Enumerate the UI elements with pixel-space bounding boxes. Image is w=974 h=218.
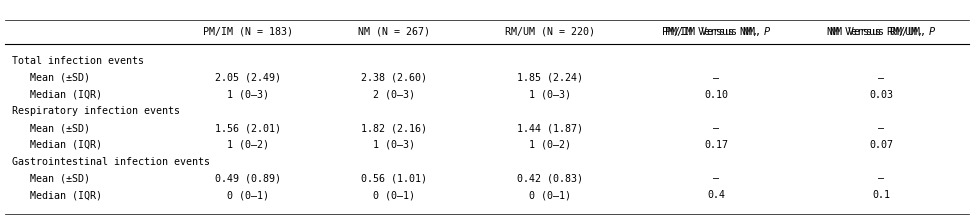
Text: —: — <box>713 73 719 83</box>
Text: PM/IM Versus NM,: PM/IM Versus NM, <box>665 27 767 37</box>
Text: Median (IQR): Median (IQR) <box>12 140 101 150</box>
Text: Mean (±SD): Mean (±SD) <box>12 174 90 184</box>
Text: PM/IM (N = 183): PM/IM (N = 183) <box>204 27 293 37</box>
Text: 0 (0–1): 0 (0–1) <box>373 190 416 200</box>
Text: Mean (±SD): Mean (±SD) <box>12 73 90 83</box>
Text: 0.03: 0.03 <box>870 90 893 100</box>
Text: Respiratory infection events: Respiratory infection events <box>12 106 179 116</box>
Text: Median (IQR): Median (IQR) <box>12 90 101 100</box>
Text: 1.82 (2.16): 1.82 (2.16) <box>361 123 428 133</box>
Text: 1 (0–3): 1 (0–3) <box>227 90 270 100</box>
Text: 1 (0–3): 1 (0–3) <box>529 90 572 100</box>
Text: —: — <box>713 174 719 184</box>
Text: 0.07: 0.07 <box>870 140 893 150</box>
Text: RM/UM (N = 220): RM/UM (N = 220) <box>506 27 595 37</box>
Text: NM (N = 267): NM (N = 267) <box>358 27 431 37</box>
Text: 2.05 (2.49): 2.05 (2.49) <box>215 73 281 83</box>
Text: —: — <box>879 123 884 133</box>
Text: 2.38 (2.60): 2.38 (2.60) <box>361 73 428 83</box>
Text: —: — <box>713 123 719 133</box>
Text: 0.49 (0.89): 0.49 (0.89) <box>215 174 281 184</box>
Text: —: — <box>879 174 884 184</box>
Text: 0.4: 0.4 <box>707 190 725 200</box>
Text: NM Versus RM/UM, $\it{P}$: NM Versus RM/UM, $\it{P}$ <box>826 25 937 38</box>
Text: NM Versus RM/UM,: NM Versus RM/UM, <box>831 27 932 37</box>
Text: 1 (0–3): 1 (0–3) <box>373 140 416 150</box>
Text: 0.10: 0.10 <box>704 90 728 100</box>
Text: Median (IQR): Median (IQR) <box>12 190 101 200</box>
Text: Mean (±SD): Mean (±SD) <box>12 123 90 133</box>
Text: 2 (0–3): 2 (0–3) <box>373 90 416 100</box>
Text: —: — <box>879 73 884 83</box>
Text: 1.85 (2.24): 1.85 (2.24) <box>517 73 583 83</box>
Text: Total infection events: Total infection events <box>12 56 144 66</box>
Text: 0 (0–1): 0 (0–1) <box>529 190 572 200</box>
Text: 1 (0–2): 1 (0–2) <box>529 140 572 150</box>
Text: 1.44 (1.87): 1.44 (1.87) <box>517 123 583 133</box>
Text: 0.17: 0.17 <box>704 140 728 150</box>
Text: Gastrointestinal infection events: Gastrointestinal infection events <box>12 157 209 167</box>
Text: 0.42 (0.83): 0.42 (0.83) <box>517 174 583 184</box>
Text: 1.56 (2.01): 1.56 (2.01) <box>215 123 281 133</box>
Text: 0.1: 0.1 <box>873 190 890 200</box>
Text: 1 (0–2): 1 (0–2) <box>227 140 270 150</box>
Text: PM/IM Versus NM, $\it{P}$: PM/IM Versus NM, $\it{P}$ <box>660 25 771 38</box>
Text: 0.56 (1.01): 0.56 (1.01) <box>361 174 428 184</box>
Text: 0 (0–1): 0 (0–1) <box>227 190 270 200</box>
